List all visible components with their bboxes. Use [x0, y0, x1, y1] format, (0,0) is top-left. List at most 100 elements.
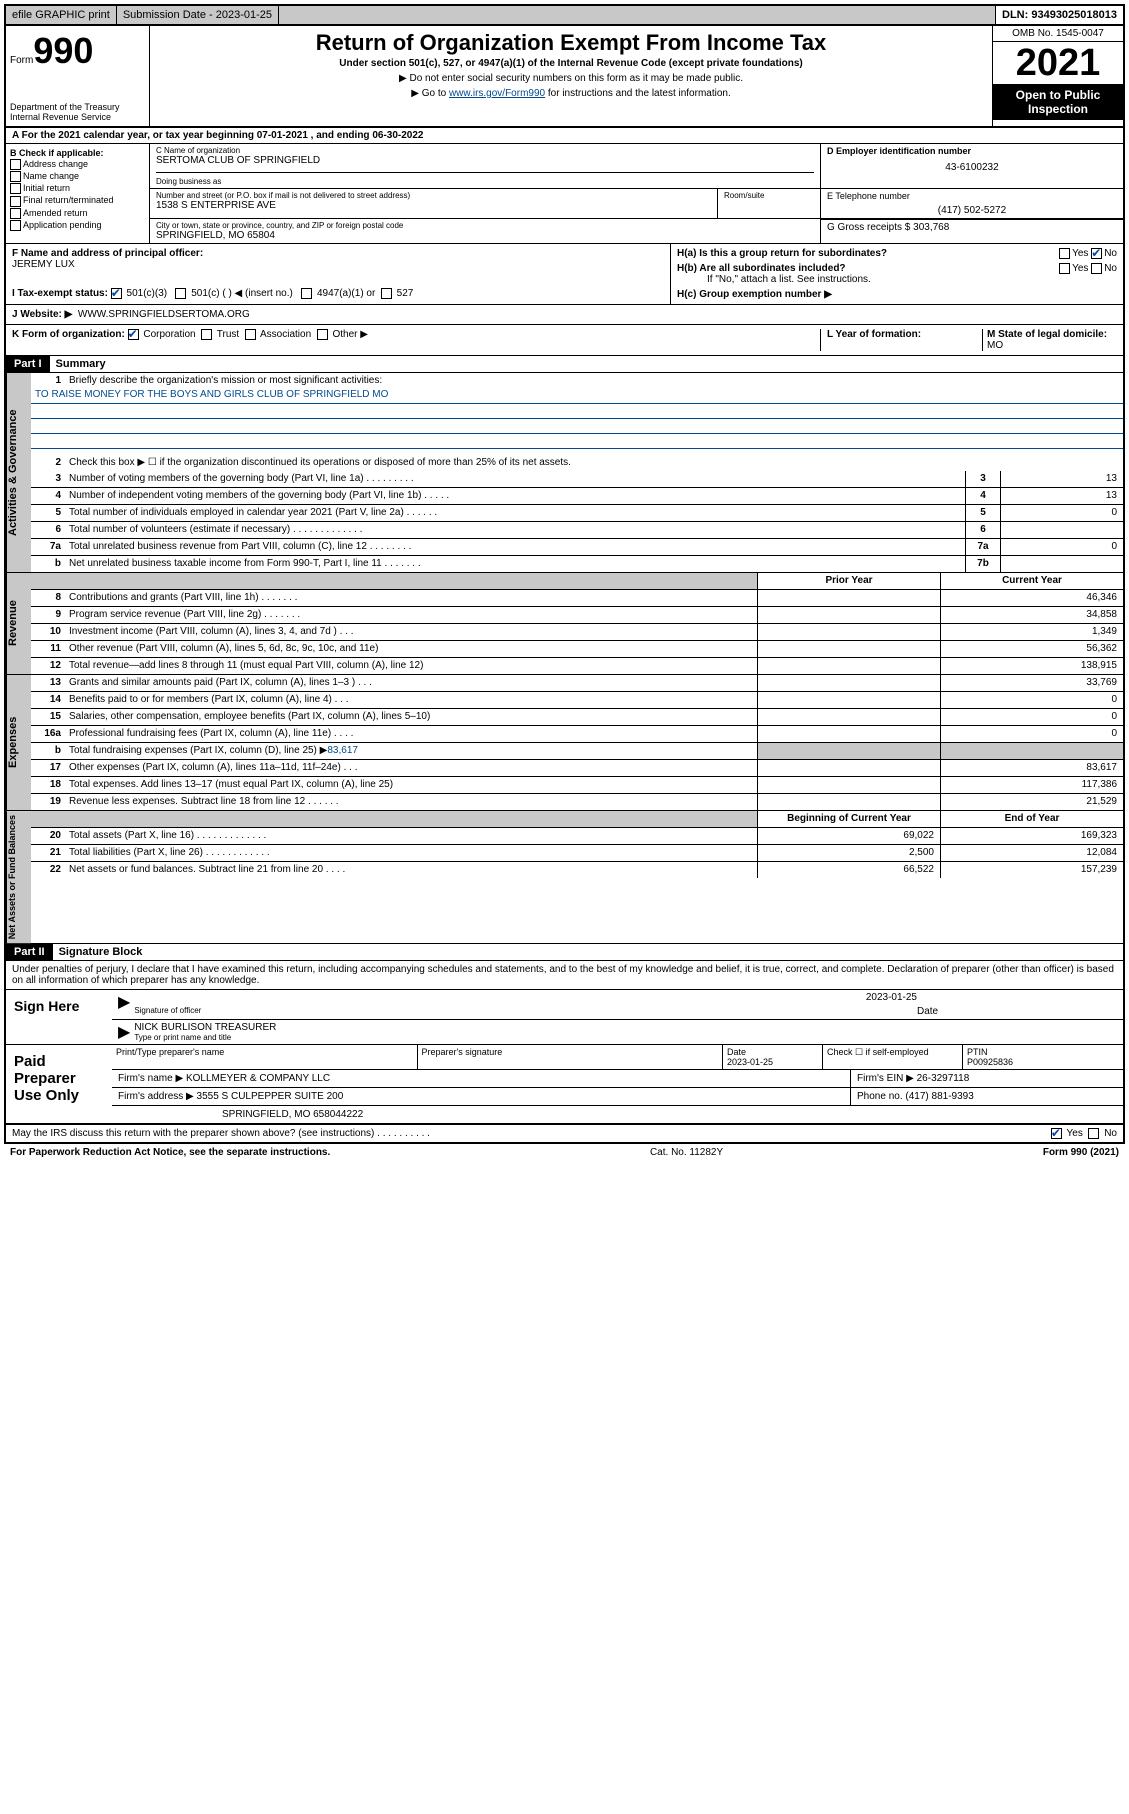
c-name-label: C Name of organization [156, 146, 814, 155]
line13-val: 33,769 [940, 675, 1123, 691]
line16a: Professional fundraising fees (Part IX, … [65, 726, 757, 742]
irs-link[interactable]: www.irs.gov/Form990 [449, 88, 545, 99]
d-ein: D Employer identification number 43-6100… [820, 144, 1123, 188]
paid-preparer-row: Paid Preparer Use Only Print/Type prepar… [6, 1045, 1123, 1124]
chk-501c3[interactable] [111, 288, 122, 299]
opt-4947: 4947(a)(1) or [317, 288, 375, 299]
mission-blank3 [31, 434, 1123, 449]
line6: Total number of volunteers (estimate if … [65, 522, 965, 538]
pt-selfemp[interactable]: Check ☐ if self-employed [823, 1045, 963, 1070]
firm-name-label: Firm's name ▶ [118, 1073, 183, 1084]
dept-treasury: Department of the Treasury [10, 102, 145, 112]
j-value: WWW.SPRINGFIELDSERTOMA.ORG [78, 309, 250, 320]
firm-addr-row: Firm's address ▶ 3555 S CULPEPPER SUITE … [112, 1088, 1123, 1106]
pt-name-hdr: Print/Type preparer's name [112, 1045, 418, 1070]
line18-val: 117,386 [940, 777, 1123, 793]
line20-prior: 69,022 [757, 828, 940, 844]
firm-addr2: SPRINGFIELD, MO 658044222 [112, 1106, 1123, 1123]
c-name-value: SERTOMA CLUB OF SPRINGFIELD [156, 155, 814, 166]
line22-cur: 157,239 [940, 862, 1123, 878]
chk-501c[interactable] [175, 288, 186, 299]
line5: Total number of individuals employed in … [65, 505, 965, 521]
chk-amended[interactable]: Amended return [10, 208, 145, 219]
addr-label: Number and street (or P.O. box if mail i… [156, 191, 711, 200]
line15: Salaries, other compensation, employee b… [65, 709, 757, 725]
firm-name-value: KOLLMEYER & COMPANY LLC [186, 1073, 330, 1084]
line22-prior: 66,522 [757, 862, 940, 878]
goto-note: ▶ Go to www.irs.gov/Form990 for instruct… [154, 88, 988, 99]
d-ein-label: D Employer identification number [827, 146, 1117, 156]
e-phone-value: (417) 502-5272 [827, 205, 1117, 216]
line15-val: 0 [940, 709, 1123, 725]
ha-no[interactable] [1091, 248, 1102, 259]
paperwork-notice: For Paperwork Reduction Act Notice, see … [10, 1147, 330, 1158]
line16b: Total fundraising expenses (Part IX, col… [65, 743, 757, 759]
col-b-title: B Check if applicable: [10, 148, 104, 158]
header-left: Form990 Department of the Treasury Inter… [6, 26, 150, 126]
k-trust[interactable] [201, 329, 212, 340]
efile-print-button[interactable]: efile GRAPHIC print [6, 6, 117, 24]
hb-no[interactable] [1091, 263, 1102, 274]
line4-val: 13 [1000, 488, 1123, 504]
city-row: City or town, state or province, country… [150, 219, 820, 243]
sign-here-row: Sign Here ▶ 2023-01-25 Signature of offi… [6, 990, 1123, 1045]
line14-val: 0 [940, 692, 1123, 708]
hb-label: H(b) Are all subordinates included? [677, 263, 846, 274]
k-corp[interactable] [128, 329, 139, 340]
chk-name-change[interactable]: Name change [10, 171, 145, 182]
vtab-netassets: Net Assets or Fund Balances [6, 811, 31, 943]
opt-501c3: 501(c)(3) [127, 288, 168, 299]
e-phone-label: E Telephone number [827, 191, 1117, 201]
goto-pre: ▶ Go to [411, 88, 449, 99]
m-state: M State of legal domicile:MO [983, 329, 1117, 351]
ha-yes[interactable] [1059, 248, 1070, 259]
dln: DLN: 93493025018013 [996, 6, 1123, 24]
line18: Total expenses. Add lines 13–17 (must eq… [65, 777, 757, 793]
line21-prior: 2,500 [757, 845, 940, 861]
form-number: Form990 [10, 30, 145, 72]
chk-address-change[interactable]: Address change [10, 159, 145, 170]
firm-phone-label: Phone no. [857, 1091, 903, 1102]
line6-val [1000, 522, 1123, 538]
line2: Check this box ▶ ☐ if the organization d… [65, 455, 1123, 471]
omb-number: OMB No. 1545-0047 [993, 26, 1123, 42]
k-assoc[interactable] [245, 329, 256, 340]
line22: Net assets or fund balances. Subtract li… [65, 862, 757, 878]
line17: Other expenses (Part IX, column (A), lin… [65, 760, 757, 776]
line19-val: 21,529 [940, 794, 1123, 810]
mission-blank1 [31, 404, 1123, 419]
paid-grid: Print/Type preparer's name Preparer's si… [112, 1045, 1123, 1070]
opt-527: 527 [397, 288, 414, 299]
form-no-footer: Form 990 (2021) [1043, 1147, 1119, 1158]
line12-val: 138,915 [940, 658, 1123, 674]
sig-declaration: Under penalties of perjury, I declare th… [6, 961, 1123, 990]
hb-yes[interactable] [1059, 263, 1070, 274]
line8-val: 46,346 [940, 590, 1123, 606]
chk-initial-return[interactable]: Initial return [10, 183, 145, 194]
firm-addr1: 3555 S CULPEPPER SUITE 200 [197, 1091, 344, 1102]
mission-text: TO RAISE MONEY FOR THE BOYS AND GIRLS CL… [31, 389, 1123, 404]
f-officer-label: F Name and address of principal officer: [12, 248, 203, 259]
chk-4947[interactable] [301, 288, 312, 299]
chk-app-pending[interactable]: Application pending [10, 220, 145, 231]
pt-date-cell: Date2023-01-25 [723, 1045, 823, 1070]
footer: For Paperwork Reduction Act Notice, see … [4, 1144, 1125, 1161]
firm-ein-label: Firm's EIN ▶ [857, 1073, 914, 1084]
signature-block: Under penalties of perjury, I declare th… [6, 961, 1123, 1142]
form-subtitle: Under section 501(c), 527, or 4947(a)(1)… [154, 58, 988, 69]
discuss-no[interactable] [1088, 1128, 1099, 1139]
chk-final-return[interactable]: Final return/terminated [10, 195, 145, 206]
line5-val: 0 [1000, 505, 1123, 521]
line4: Number of independent voting members of … [65, 488, 965, 504]
firm-name-row: Firm's name ▶ KOLLMEYER & COMPANY LLC Fi… [112, 1070, 1123, 1088]
k-other[interactable] [317, 329, 328, 340]
line1-label: Briefly describe the organization's miss… [65, 373, 1123, 389]
goto-post: for instructions and the latest informat… [545, 88, 731, 99]
k-row: K Form of organization: Corporation Trus… [6, 325, 1123, 356]
discuss-yes[interactable] [1051, 1128, 1062, 1139]
chk-527[interactable] [381, 288, 392, 299]
hdr-beginning: Beginning of Current Year [757, 811, 940, 827]
hdr-end: End of Year [940, 811, 1123, 827]
vtab-expenses: Expenses [6, 675, 31, 810]
line20-cur: 169,323 [940, 828, 1123, 844]
